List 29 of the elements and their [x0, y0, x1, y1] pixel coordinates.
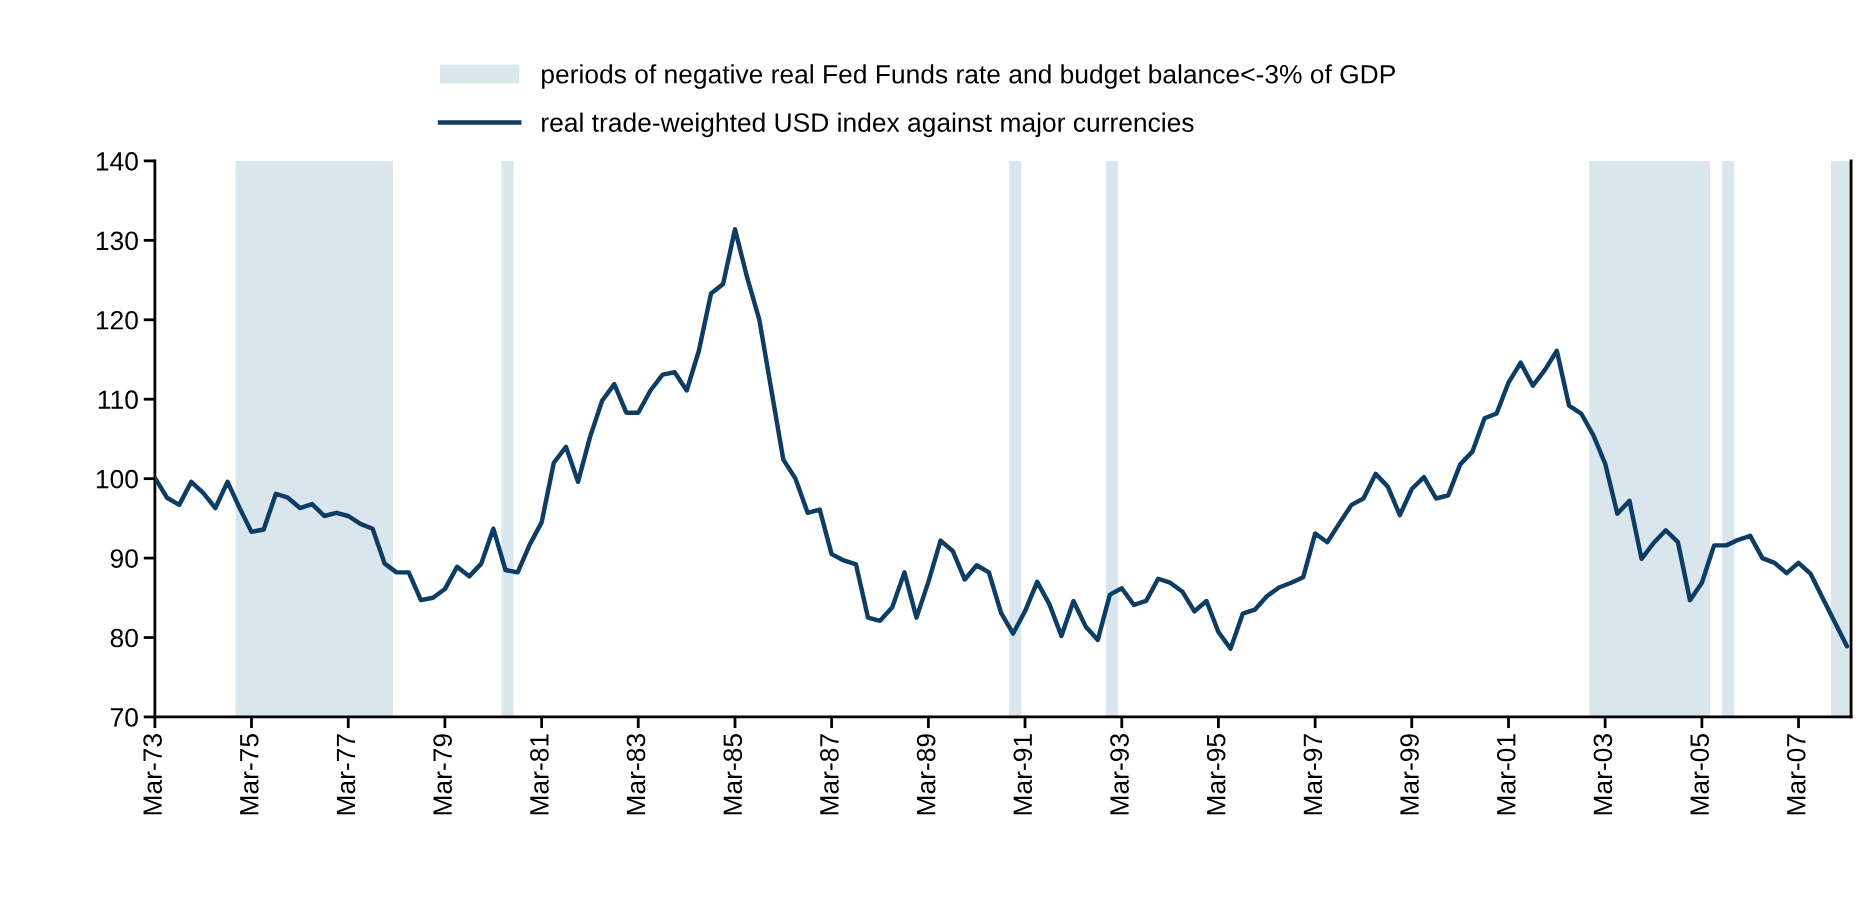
- y-tick-label: 90: [110, 549, 138, 568]
- x-tick-label: Mar-95: [1206, 734, 1226, 815]
- x-tick-label: Mar-81: [530, 734, 549, 815]
- x-tick-label: Mar-77: [336, 734, 356, 815]
- x-tick-label: Mar-93: [1110, 734, 1129, 815]
- y-tick-label: 130: [96, 231, 138, 251]
- x-tick-label: Mar-03: [1593, 734, 1613, 815]
- x-tick-label: Mar-07: [1786, 734, 1806, 815]
- y-tick-label: 100: [96, 469, 138, 489]
- x-tick-label: Mar-87: [820, 734, 839, 815]
- x-tick-label: Mar-91: [1013, 734, 1033, 815]
- x-tick-label: Mar-97: [1303, 734, 1323, 815]
- y-tick-label: 120: [96, 310, 138, 330]
- legend-label: real trade-weighted USD index against major currencies: [542, 112, 1194, 138]
- x-tick-label: Mar-05: [1690, 734, 1709, 815]
- legend-label: periods of negative real Fed Funds rate and budget balance<-3% of GDP: [542, 64, 1395, 89]
- x-tick-label: Mar-85: [723, 734, 743, 815]
- y-tick-label: 70: [110, 708, 138, 727]
- x-tick-label: Mar-99: [1400, 734, 1419, 815]
- x-tick-label: Mar-83: [626, 734, 646, 815]
- x-tick-label: Mar-75: [240, 734, 259, 815]
- x-tick-label: Mar-89: [916, 734, 936, 815]
- line-series: [154, 227, 1850, 651]
- x-tick-label: Mar-79: [433, 734, 452, 815]
- x-tick-label: Mar-01: [1496, 734, 1516, 815]
- y-tick-label: 110: [98, 390, 138, 410]
- x-tick-label: Mar-73: [143, 734, 162, 815]
- y-tick-label: 140: [96, 152, 138, 171]
- y-tick-label: 80: [110, 628, 138, 648]
